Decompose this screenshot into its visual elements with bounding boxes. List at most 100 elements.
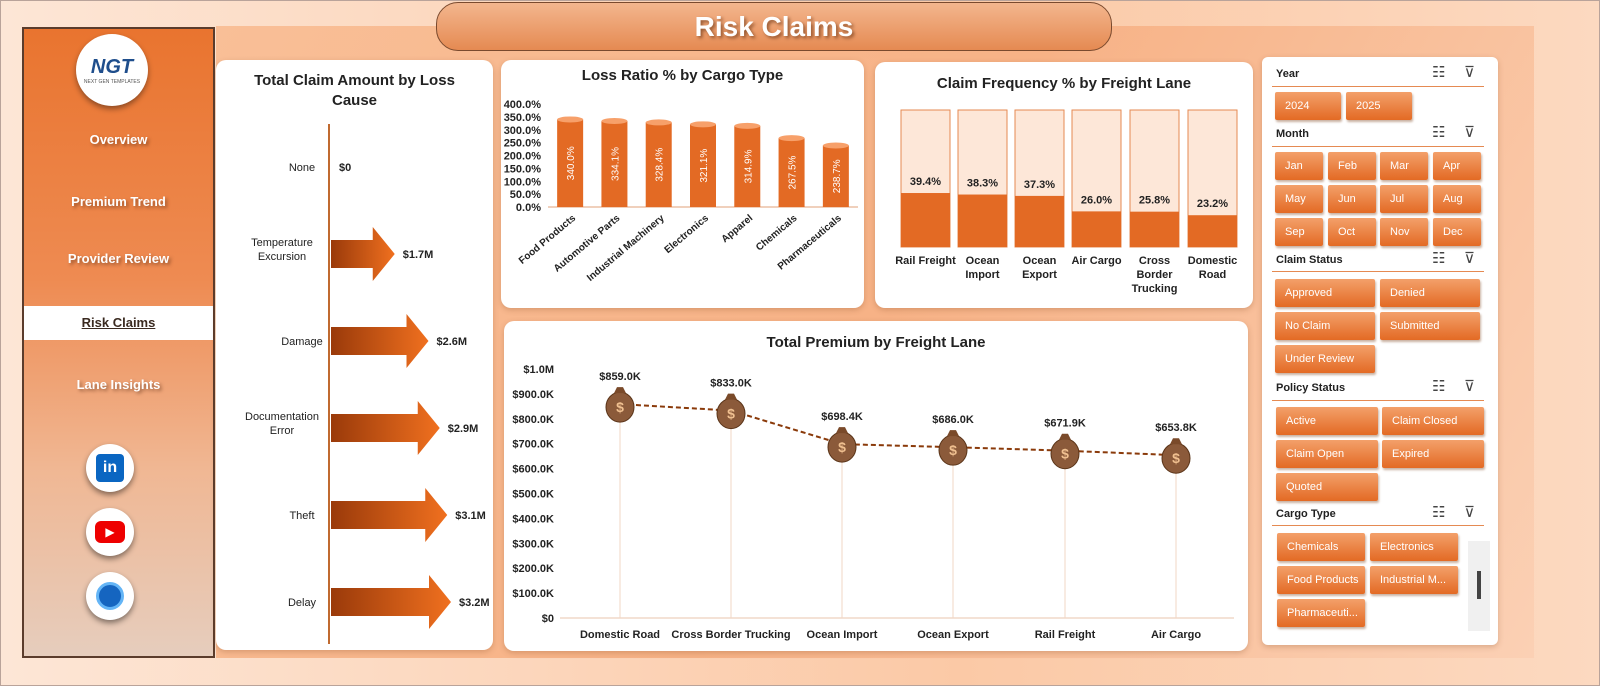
cargo-type-multiselect-icon[interactable]: ☷ bbox=[1432, 504, 1446, 521]
policy-status-option[interactable]: Quoted bbox=[1276, 473, 1378, 501]
nav-provider-review[interactable]: Provider Review bbox=[67, 251, 170, 266]
month-clear-filter-icon[interactable]: ⊽ bbox=[1464, 124, 1475, 141]
nav-overview[interactable]: Overview bbox=[89, 132, 148, 147]
dollar-sign: $ bbox=[1172, 450, 1180, 466]
loss-ratio-chart: 400.0%350.0%300.0%250.0%200.0%150.0%100.… bbox=[504, 99, 858, 284]
loss-ratio-bar-cap bbox=[734, 122, 761, 129]
nav-risk-claims[interactable]: Risk Claims bbox=[24, 306, 213, 340]
claim-status-option[interactable]: Under Review bbox=[1275, 345, 1375, 373]
claim-status-multiselect-icon[interactable]: ☷ bbox=[1432, 250, 1446, 267]
youtube-button[interactable]: ▶ bbox=[86, 508, 134, 556]
dollar-sign: $ bbox=[949, 442, 957, 458]
cargo-type-option[interactable]: Electronics bbox=[1370, 533, 1458, 561]
month-multiselect-icon[interactable]: ☷ bbox=[1432, 124, 1446, 141]
loss-cause-value: $2.6M bbox=[437, 336, 468, 348]
claim-status-option[interactable]: Denied bbox=[1380, 279, 1480, 307]
claim-frequency-category: Domestic bbox=[1188, 255, 1238, 267]
month-option[interactable]: Jan bbox=[1275, 152, 1323, 180]
premium-value: $653.8K bbox=[1155, 422, 1197, 434]
year-multiselect-icon[interactable]: ☷ bbox=[1432, 64, 1446, 81]
year-option[interactable]: 2024 bbox=[1275, 92, 1341, 120]
month-option[interactable]: Aug bbox=[1433, 185, 1481, 213]
loss-cause-arrow bbox=[331, 227, 395, 281]
claim-frequency-title: Claim Frequency % by Freight Lane bbox=[936, 75, 1192, 92]
loss-ratio-category: Apparel bbox=[720, 213, 756, 246]
loss-ratio-tick: 250.0% bbox=[504, 138, 542, 150]
premium-category: Cross Border Trucking bbox=[671, 629, 790, 641]
loss-ratio-tick: 0.0% bbox=[516, 202, 541, 214]
cargo-type-scrollbar[interactable] bbox=[1468, 541, 1490, 631]
money-bag-top bbox=[1170, 438, 1182, 445]
policy-status-option[interactable]: Claim Open bbox=[1276, 440, 1378, 468]
loss-cause-value: $3.2M bbox=[459, 597, 490, 609]
cargo-type-option[interactable]: Food Products bbox=[1277, 566, 1365, 594]
cargo-type-option[interactable]: Chemicals bbox=[1277, 533, 1365, 561]
money-bag-top bbox=[725, 393, 737, 400]
youtube-icon: ▶ bbox=[95, 521, 125, 543]
claim-frequency-category: Export bbox=[1022, 269, 1057, 281]
claim-status-option[interactable]: Approved bbox=[1275, 279, 1375, 307]
month-option[interactable]: May bbox=[1275, 185, 1323, 213]
policy-status-option[interactable]: Expired bbox=[1382, 440, 1484, 468]
divider bbox=[1272, 146, 1484, 147]
premium-tick: $700.0K bbox=[512, 439, 554, 451]
loss-ratio-bar-cap bbox=[557, 116, 584, 123]
month-option[interactable]: Feb bbox=[1328, 152, 1376, 180]
premium-tick: $100.0K bbox=[512, 588, 554, 600]
linkedin-button[interactable]: in bbox=[86, 444, 134, 492]
nav-lane-insights[interactable]: Lane Insights bbox=[76, 377, 161, 392]
loss-cause-chart: None $0 Temperature Excursion $1.7M Damage $2.… bbox=[245, 124, 490, 644]
website-button[interactable] bbox=[86, 572, 134, 620]
loss-ratio-bar bbox=[822, 145, 849, 207]
month-option[interactable]: Oct bbox=[1328, 218, 1376, 246]
claim-frequency-chart: 39.4% Rail Freight 38.3% Ocean Import 37.3% Oc… bbox=[895, 109, 1238, 295]
month-option[interactable]: Jun bbox=[1328, 185, 1376, 213]
cargo-type-option[interactable]: Industrial M... bbox=[1370, 566, 1458, 594]
cargo-type-option[interactable]: Pharmaceuti... bbox=[1277, 599, 1365, 627]
month-option[interactable]: Mar bbox=[1380, 152, 1428, 180]
month-option[interactable]: Nov bbox=[1380, 218, 1428, 246]
divider bbox=[1272, 271, 1484, 272]
loss-cause-label: Theft bbox=[289, 510, 314, 522]
claim-status-clear-filter-icon[interactable]: ⊽ bbox=[1464, 250, 1475, 267]
policy-status-clear-filter-icon[interactable]: ⊽ bbox=[1464, 378, 1475, 395]
premium-line bbox=[619, 403, 1177, 457]
loss-ratio-value: 238.7% bbox=[832, 159, 843, 193]
policy-status-option[interactable]: Claim Closed bbox=[1382, 407, 1484, 435]
loss-ratio-tick: 100.0% bbox=[504, 176, 542, 188]
policy-status-multiselect-icon[interactable]: ☷ bbox=[1432, 378, 1446, 395]
nav-premium-trend[interactable]: Premium Trend bbox=[71, 194, 166, 209]
year-option[interactable]: 2025 bbox=[1346, 92, 1412, 120]
claim-status-slicer-label: Claim Status bbox=[1276, 254, 1343, 266]
money-bag-top bbox=[836, 427, 848, 434]
loss-ratio-value: 328.4% bbox=[655, 148, 666, 182]
month-option[interactable]: Apr bbox=[1433, 152, 1481, 180]
loss-cause-label: Temperature bbox=[251, 237, 313, 249]
claim-status-option[interactable]: Submitted bbox=[1380, 312, 1480, 340]
loss-ratio-bar bbox=[690, 124, 716, 207]
claim-status-option[interactable]: No Claim bbox=[1275, 312, 1375, 340]
sidebar: NGT NEXT GEN TEMPLATES Overview Premium … bbox=[22, 27, 215, 658]
premium-tick: $1.0M bbox=[523, 364, 554, 376]
loss-cause-arrow bbox=[331, 314, 429, 368]
policy-status-option[interactable]: Active bbox=[1276, 407, 1378, 435]
cargo-type-clear-filter-icon[interactable]: ⊽ bbox=[1464, 504, 1475, 521]
loss-cause-value: $2.9M bbox=[448, 423, 479, 435]
loss-ratio-tick: 300.0% bbox=[504, 125, 542, 137]
month-option[interactable]: Jul bbox=[1380, 185, 1428, 213]
loss-cause-arrow bbox=[331, 575, 451, 629]
year-clear-filter-icon[interactable]: ⊽ bbox=[1464, 64, 1475, 81]
loss-ratio-bar bbox=[778, 138, 805, 207]
loss-cause-arrow bbox=[331, 488, 448, 542]
premium-value: $671.9K bbox=[1044, 418, 1086, 430]
policy-status-slicer-label: Policy Status bbox=[1276, 382, 1346, 394]
loss-cause-label: None bbox=[289, 162, 315, 174]
loss-cause-label: Excursion bbox=[258, 251, 306, 263]
filter-panel: Year ☷ ⊽ Month ☷ ⊽ Claim Status ☷ ⊽ Poli… bbox=[1262, 57, 1498, 645]
premium-value: $698.4K bbox=[821, 411, 863, 423]
dollar-sign: $ bbox=[727, 406, 735, 422]
linkedin-icon: in bbox=[96, 454, 124, 482]
month-option[interactable]: Dec bbox=[1433, 218, 1481, 246]
scrollbar-thumb[interactable] bbox=[1477, 571, 1481, 599]
month-option[interactable]: Sep bbox=[1275, 218, 1323, 246]
